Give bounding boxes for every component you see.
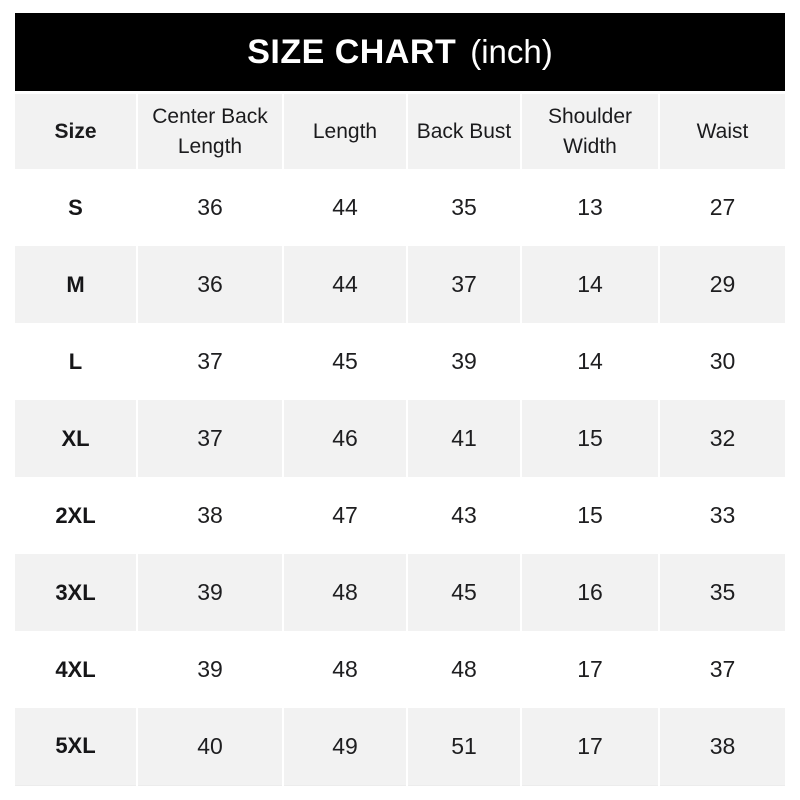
table-row-5xl: 5XL 40 49 51 17 38	[15, 708, 785, 785]
value-cell: 39	[136, 554, 283, 631]
value-cell: 29	[658, 246, 785, 323]
value-cell: 37	[136, 323, 283, 400]
size-chart-title-bar: SIZE CHART (inch)	[15, 13, 785, 91]
value-cell: 48	[282, 631, 407, 708]
value-cell: 46	[282, 400, 407, 477]
value-cell: 40	[136, 708, 283, 785]
table-row-s: S 36 44 35 13 27	[15, 169, 785, 246]
size-chart-table: Size Center Back Length Length Back Bust…	[15, 94, 785, 786]
value-cell: 37	[136, 400, 283, 477]
size-cell: L	[68, 348, 83, 374]
value-cell: 16	[520, 554, 659, 631]
size-cell: M	[66, 271, 85, 297]
column-header-length: Length	[282, 94, 407, 169]
value-cell: 37	[406, 246, 521, 323]
unit-label: (inch)	[470, 33, 553, 70]
size-cell: S	[68, 194, 83, 220]
value-cell: 32	[658, 400, 785, 477]
value-cell: 30	[658, 323, 785, 400]
value-cell: 14	[520, 246, 659, 323]
value-cell: 15	[520, 477, 659, 554]
value-cell: 47	[282, 477, 407, 554]
table-row-xl: XL 37 46 41 15 32	[15, 400, 785, 477]
value-cell: 38	[658, 708, 785, 785]
value-cell: 48	[282, 554, 407, 631]
table-row-2xl: 2XL 38 47 43 15 33	[15, 477, 785, 554]
value-cell: 45	[282, 323, 407, 400]
table-row-4xl: 4XL 39 48 48 17 37	[15, 631, 785, 708]
value-cell: 17	[520, 708, 659, 785]
value-cell: 35	[658, 554, 785, 631]
value-cell: 39	[406, 323, 521, 400]
table-row-l: L 37 45 39 14 30	[15, 323, 785, 400]
size-cell: 2XL	[55, 502, 96, 528]
column-header-waist: Waist	[658, 94, 785, 169]
column-header-center-back-length: Center Back Length	[136, 94, 283, 169]
value-cell: 35	[406, 169, 521, 246]
value-cell: 38	[136, 477, 283, 554]
value-cell: 36	[136, 246, 283, 323]
value-cell: 51	[406, 708, 521, 785]
value-cell: 39	[136, 631, 283, 708]
value-cell: 36	[136, 169, 283, 246]
value-cell: 37	[658, 631, 785, 708]
table-header-row: Size Center Back Length Length Back Bust…	[15, 94, 785, 169]
value-cell: 48	[406, 631, 521, 708]
value-cell: 13	[520, 169, 659, 246]
table-row-3xl: 3XL 39 48 45 16 35	[15, 554, 785, 631]
table-row-m: M 36 44 37 14 29	[15, 246, 785, 323]
value-cell: 43	[406, 477, 521, 554]
column-header-size: Size	[54, 119, 97, 143]
value-cell: 44	[282, 169, 407, 246]
value-cell: 41	[406, 400, 521, 477]
value-cell: 44	[282, 246, 407, 323]
column-header-shoulder-width: Shoulder Width	[520, 94, 659, 169]
size-cell: XL	[61, 425, 90, 451]
value-cell: 15	[520, 400, 659, 477]
value-cell: 17	[520, 631, 659, 708]
value-cell: 27	[658, 169, 785, 246]
size-cell: 5XL	[55, 733, 96, 759]
size-cell: 3XL	[55, 579, 96, 605]
value-cell: 14	[520, 323, 659, 400]
column-header-back-bust: Back Bust	[406, 94, 521, 169]
value-cell: 45	[406, 554, 521, 631]
value-cell: 49	[282, 708, 407, 785]
page-title: SIZE CHART	[247, 32, 457, 71]
value-cell: 33	[658, 477, 785, 554]
size-cell: 4XL	[55, 656, 96, 682]
